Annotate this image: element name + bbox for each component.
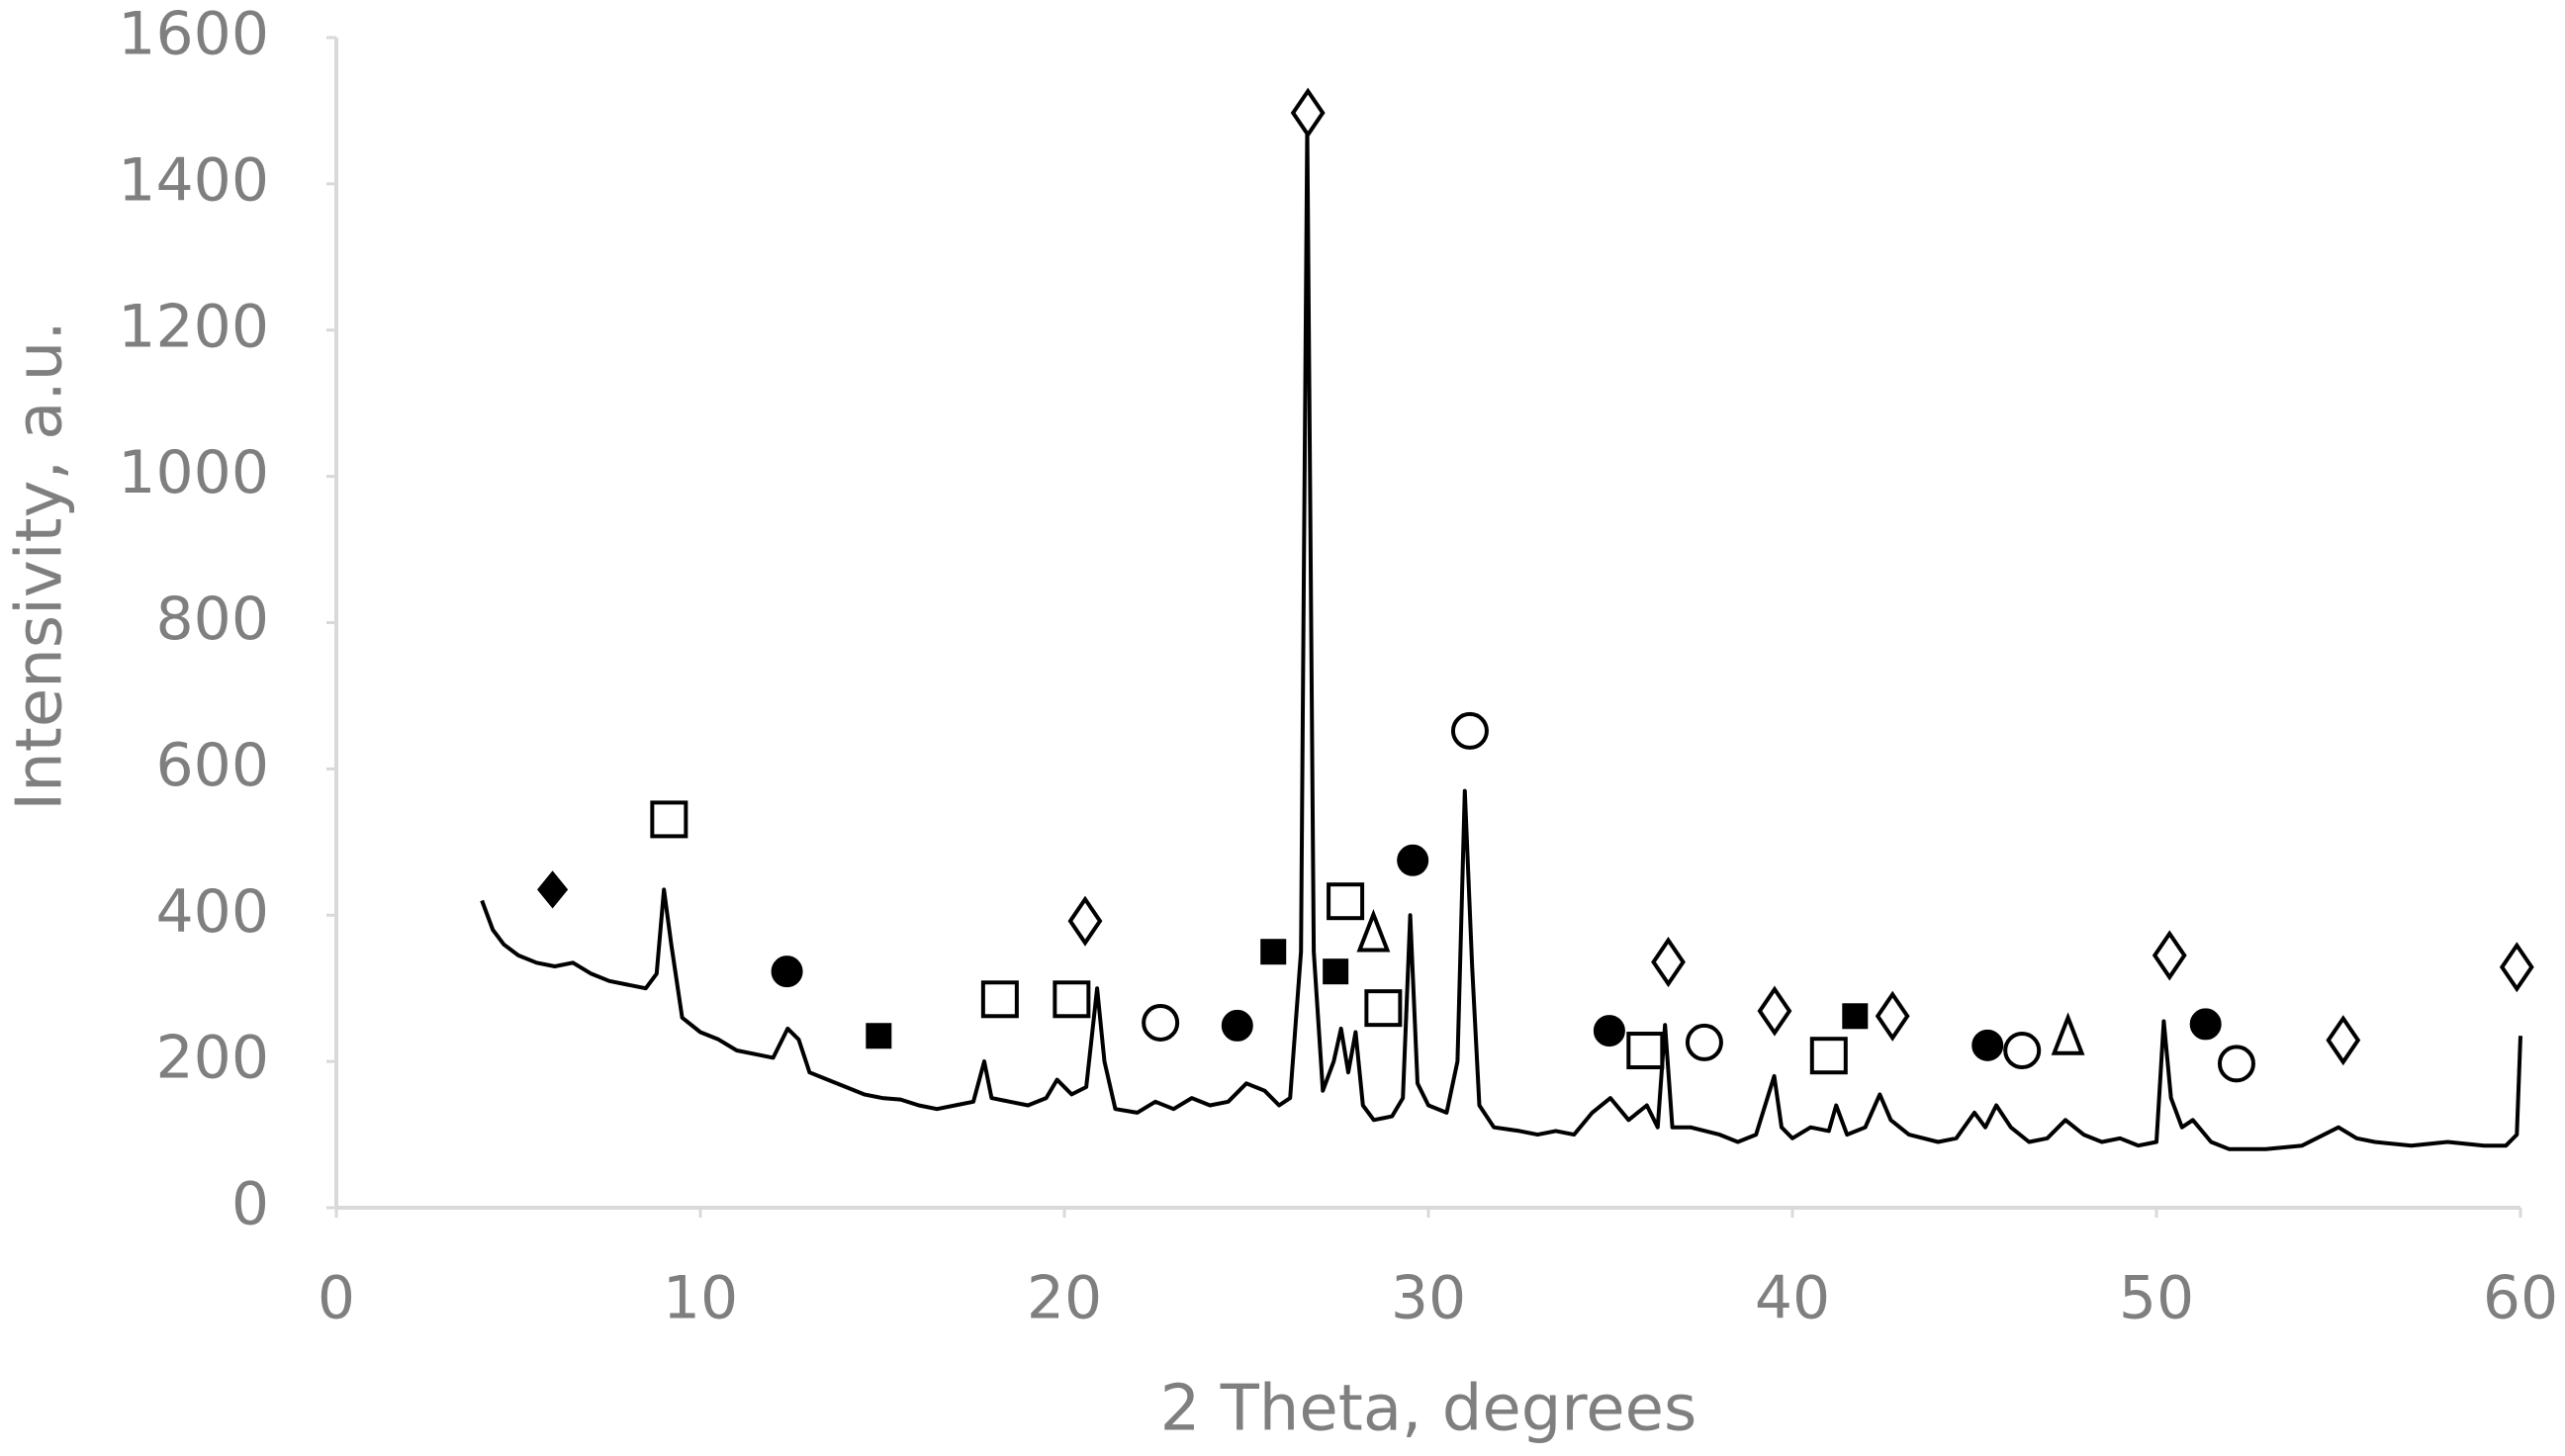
phase-marker (1397, 844, 1429, 876)
y-tick-label: 800 (155, 585, 269, 654)
x-tick-label: 30 (1391, 1264, 1466, 1333)
phase-marker (2499, 942, 2534, 993)
x-tick-label: 0 (318, 1264, 355, 1333)
x-axis-title: 2 Theta, degrees (1160, 1373, 1697, 1446)
x-tick-label: 40 (1755, 1264, 1830, 1333)
phase-marker (2189, 1008, 2222, 1041)
y-tick-label: 400 (155, 877, 269, 947)
phase-marker (1067, 895, 1103, 947)
phase-marker (1364, 989, 1403, 1028)
xrd-line (480, 123, 2522, 1151)
phase-marker (650, 800, 688, 839)
phase-marker (2051, 1012, 2085, 1055)
phase-marker (866, 1023, 892, 1049)
y-tick-label: 1600 (118, 0, 269, 69)
x-tick-label: 20 (1027, 1264, 1102, 1333)
phase-marker (1875, 990, 1910, 1042)
y-tick-label: 200 (155, 1024, 269, 1093)
phase-marker (1260, 939, 1287, 965)
y-tick-label: 600 (155, 731, 269, 800)
phase-marker (1842, 1003, 1869, 1030)
y-tick-label: 1200 (118, 292, 269, 361)
phase-marker (2326, 1015, 2361, 1066)
phase-marker (1142, 1003, 1180, 1042)
x-tick-label: 60 (2483, 1264, 2558, 1333)
y-tick-label: 1000 (118, 438, 269, 507)
phase-marker (1757, 985, 1792, 1037)
phase-marker (1450, 711, 1489, 750)
phase-marker (2217, 1045, 2255, 1083)
phase-marker (1626, 1032, 1665, 1070)
y-tick-label: 0 (231, 1170, 269, 1239)
phase-marker (1809, 1037, 1848, 1075)
phase-marker (1221, 1009, 1253, 1042)
x-tick-label: 10 (663, 1264, 738, 1333)
phase-marker (980, 980, 1019, 1019)
y-tick-label: 1400 (118, 145, 269, 215)
phase-marker (771, 956, 803, 988)
y-axis-title: Intensivity, a.u. (4, 320, 77, 810)
phase-marker (2003, 1032, 2042, 1070)
phase-marker (1356, 908, 1391, 953)
phase-marker (1290, 87, 1326, 138)
phase-marker (1685, 1023, 1723, 1061)
phase-marker (537, 870, 569, 909)
phase-marker (1593, 1015, 1625, 1047)
phase-marker (1651, 937, 1686, 988)
phase-marker (1053, 980, 1091, 1019)
phase-marker (2152, 930, 2187, 981)
phase-marker (1971, 1029, 2004, 1061)
phase-marker (1323, 958, 1349, 985)
x-tick-label: 50 (2119, 1264, 2194, 1333)
phase-marker (1327, 882, 1365, 921)
